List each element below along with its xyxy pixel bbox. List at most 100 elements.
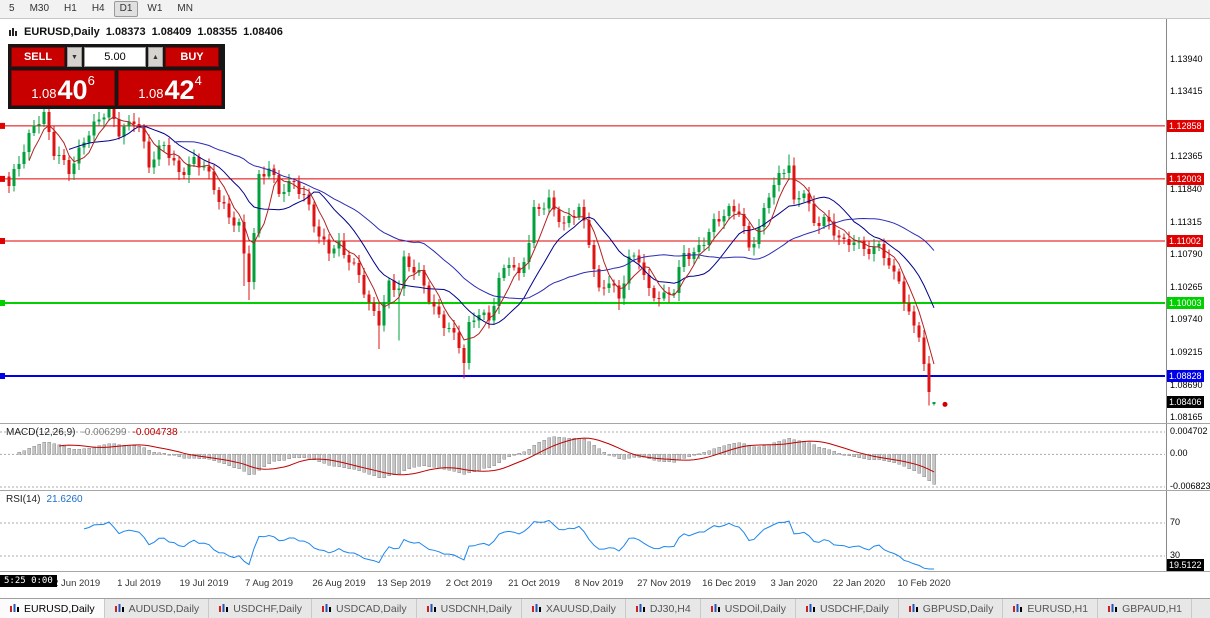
volume-increase-button[interactable]: ▲ xyxy=(148,47,163,67)
timeframe-button-mn[interactable]: MN xyxy=(177,3,193,14)
chart-tab-label: USDCHF,Daily xyxy=(819,602,889,615)
mini-chart-icon xyxy=(10,604,19,612)
price-axis-label: 1.11315 xyxy=(1170,216,1202,227)
chart-tab-label: GBPAUD,H1 xyxy=(1122,602,1182,615)
price-level-label: 1.10003 xyxy=(1167,297,1204,310)
date-tick-label: 10 Feb 2020 xyxy=(897,578,951,589)
date-tick-label: 22 Jan 2020 xyxy=(832,578,886,589)
ohlc-low: 1.08355 xyxy=(197,26,238,38)
macd-histogram xyxy=(17,436,936,485)
chart-tab-usdcnh-daily[interactable]: USDCNH,Daily xyxy=(417,599,522,618)
price-axis-label: 1.08690 xyxy=(1170,379,1203,390)
price-axis-label: 1.08165 xyxy=(1170,412,1203,423)
time-marker: 5:25 0:00 xyxy=(0,575,57,587)
moving-averages xyxy=(28,116,935,365)
candlesticks xyxy=(7,97,936,406)
timeframe-button-w1[interactable]: W1 xyxy=(147,3,163,14)
buy-price-prefix: 1.08 xyxy=(138,86,164,101)
mini-chart-icon xyxy=(1108,604,1118,612)
rsi-grid xyxy=(0,522,1165,557)
date-tick-label: 16 Dec 2019 xyxy=(702,578,756,589)
ohlc-open: 1.08373 xyxy=(105,26,146,38)
chart-title-icon xyxy=(9,28,17,36)
buy-price-pips: 42 xyxy=(164,75,195,106)
chart-plot-area[interactable] xyxy=(0,0,1166,572)
price-axis[interactable]: 1.139401.134151.128901.123651.118401.113… xyxy=(1166,19,1210,572)
rsi-line xyxy=(83,519,934,570)
rsi-name: RSI(14) xyxy=(6,494,41,505)
chart-tab-label: USDOil,Daily xyxy=(724,602,786,615)
timeframe-button-d1[interactable]: D1 xyxy=(113,1,139,17)
date-tick-label: 8 Nov 2019 xyxy=(574,578,624,589)
chart-tab-label: USDCHF,Daily xyxy=(233,602,303,615)
mini-chart-icon xyxy=(322,604,332,612)
macd-signal-value: -0.004738 xyxy=(132,427,178,438)
macd-pane-separator[interactable] xyxy=(0,423,1210,424)
chevron-down-icon: ▼ xyxy=(71,53,78,61)
chart-tab-eurusd-h1[interactable]: EURUSD,H1 xyxy=(1003,599,1099,618)
date-tick-label: 3 Jan 2020 xyxy=(770,578,818,589)
price-axis-label: 70 xyxy=(1170,517,1181,527)
chart-tab-label: USDCAD,Daily xyxy=(336,602,407,615)
timeframe-button-h4[interactable]: H4 xyxy=(91,3,105,14)
timeframe-button-5[interactable]: 5 xyxy=(9,3,15,14)
price-axis-label: 1.11840 xyxy=(1170,184,1202,195)
chart-tab-gbpaud-h1[interactable]: GBPAUD,H1 xyxy=(1098,599,1192,618)
macd-name: MACD(12,26,9) xyxy=(6,427,76,438)
chart-tab-label: USDCNH,Daily xyxy=(440,602,512,615)
price-axis-label: 0.004702 xyxy=(1170,426,1208,436)
rsi-pane-separator[interactable] xyxy=(0,490,1210,491)
chart-tab-label: GBPUSD,Daily xyxy=(922,602,994,615)
chart-tab-usdoil-daily[interactable]: USDOil,Daily xyxy=(701,599,796,618)
timeframe-button-h1[interactable]: H1 xyxy=(64,3,77,14)
macd-indicator-label: MACD(12,26,9) -0.006299 -0.004738 xyxy=(6,427,178,438)
chart-tab-gbpusd-daily[interactable]: GBPUSD,Daily xyxy=(899,599,1004,618)
time-axis-separator xyxy=(0,571,1210,572)
chart-svg[interactable] xyxy=(0,0,1166,572)
chart-tab-audusd-daily[interactable]: AUDUSD,Daily xyxy=(105,599,210,618)
date-tick-label: 1 Jul 2019 xyxy=(117,578,161,589)
chart-tab-label: EURUSD,H1 xyxy=(1027,602,1089,615)
buy-button[interactable]: BUY xyxy=(165,47,219,67)
ohlc-high: 1.08409 xyxy=(151,26,192,38)
sell-price-display[interactable]: 1.08 40 6 xyxy=(11,70,115,106)
price-axis-label: 1.13415 xyxy=(1170,86,1203,97)
chart-tab-usdchf-daily[interactable]: USDCHF,Daily xyxy=(796,599,899,618)
level-lines[interactable] xyxy=(0,122,1165,379)
chart-tab-xauusd-daily[interactable]: XAUUSD,Daily xyxy=(522,599,626,618)
ohlc-close: 1.08406 xyxy=(243,26,283,38)
price-level-label: 19.5122 xyxy=(1167,558,1204,571)
mini-chart-icon xyxy=(710,604,720,612)
sell-marker-dot xyxy=(942,401,948,407)
chart-tab-dj30-h4[interactable]: DJ30,H4 xyxy=(626,599,701,618)
chart-header: EURUSD,Daily 1.08373 1.08409 1.08355 1.0… xyxy=(8,26,283,38)
rsi-indicator-label: RSI(14) 21.6260 xyxy=(6,494,83,505)
sell-button[interactable]: SELL xyxy=(11,47,65,67)
macd-main-value: -0.006299 xyxy=(81,427,127,438)
date-tick-label: 7 Aug 2019 xyxy=(244,578,294,589)
volume-input[interactable] xyxy=(84,47,146,67)
mini-chart-icon xyxy=(805,604,815,612)
chevron-up-icon: ▲ xyxy=(152,53,159,61)
chart-tab-label: XAUUSD,Daily xyxy=(545,602,616,615)
timeframe-button-m30[interactable]: M30 xyxy=(29,3,50,14)
chart-tab-label: DJ30,H4 xyxy=(649,602,691,615)
price-axis-label: 30 xyxy=(1170,550,1181,560)
chart-tab-bar: EURUSD,Daily AUDUSD,Daily USDCHF,Daily U… xyxy=(0,598,1210,618)
buy-price-display[interactable]: 1.08 42 4 xyxy=(118,70,222,106)
price-axis-label: 1.12365 xyxy=(1170,151,1203,162)
price-axis-label: 1.10790 xyxy=(1170,249,1203,260)
buy-price-point: 4 xyxy=(194,73,202,88)
mini-chart-icon xyxy=(908,604,918,612)
chart-tab-usdchf-daily[interactable]: USDCHF,Daily xyxy=(209,599,313,618)
chart-tab-label: AUDUSD,Daily xyxy=(128,602,200,615)
volume-decrease-button[interactable]: ▼ xyxy=(67,47,82,67)
chart-tab-eurusd-daily[interactable]: EURUSD,Daily xyxy=(0,599,105,618)
rsi-value: 21.6260 xyxy=(46,494,83,505)
chart-tab-usdcad-daily[interactable]: USDCAD,Daily xyxy=(312,599,417,618)
price-axis-label: 1.09215 xyxy=(1170,346,1203,357)
mini-chart-icon xyxy=(635,604,645,612)
date-tick-label: 27 Nov 2019 xyxy=(637,578,691,589)
